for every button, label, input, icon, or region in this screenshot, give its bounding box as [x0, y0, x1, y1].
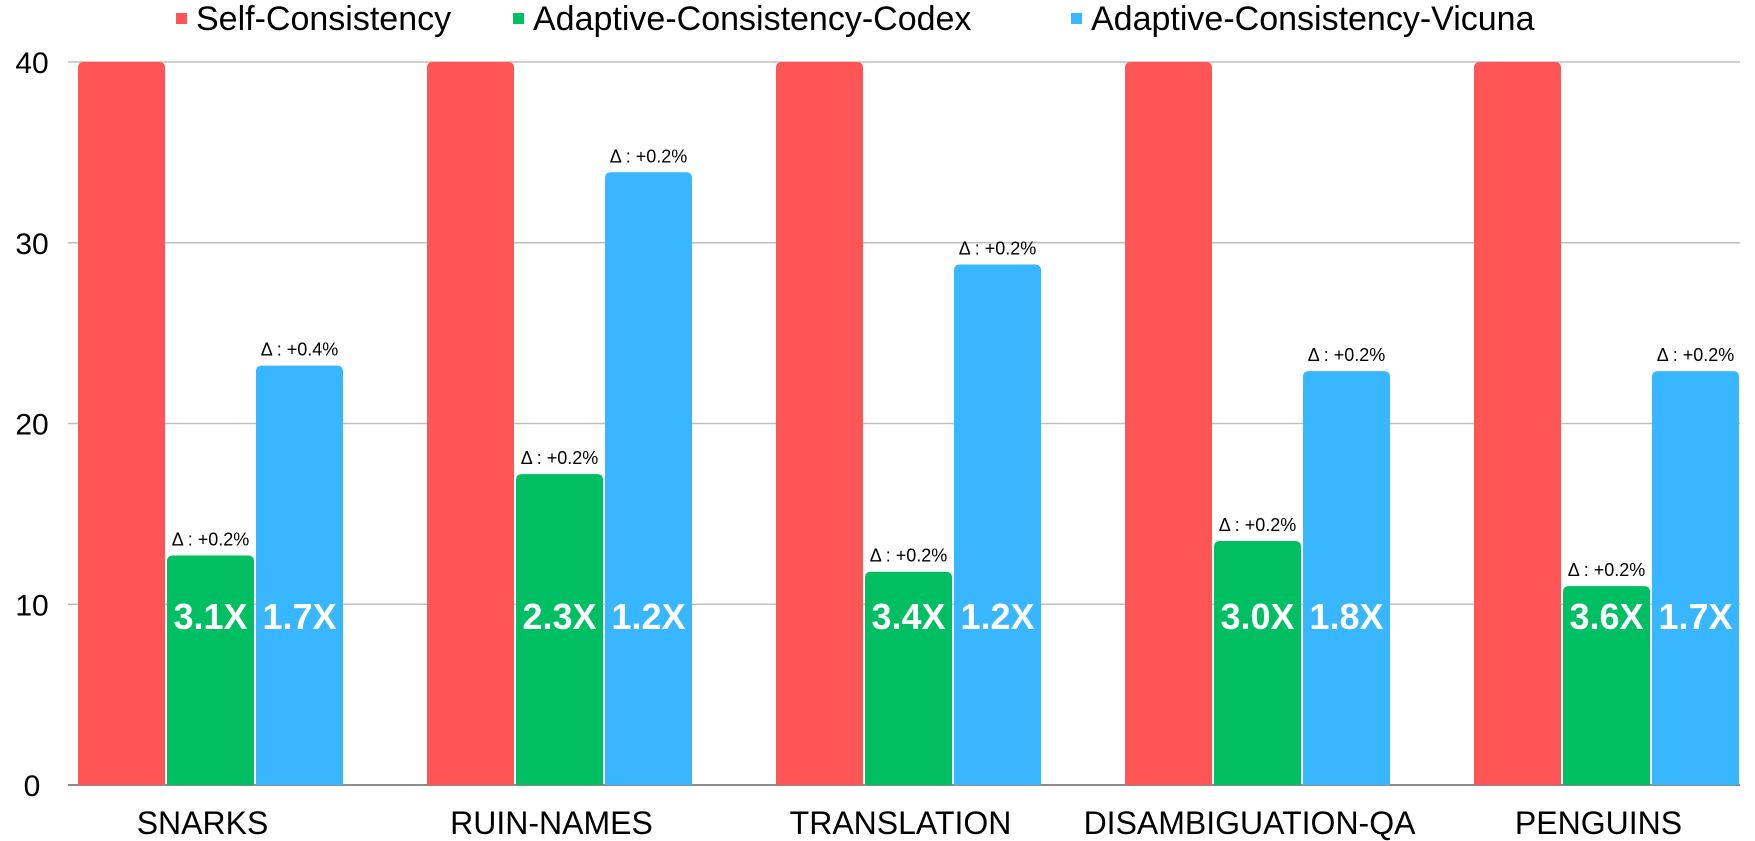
bar-labels: Δ : +0.2% 3.1X Δ : +0.4% 1.7X Δ : +0.2% 2.3X Δ… [172, 146, 1735, 637]
delta-label-vicuna-snarks: Δ : +0.4% [261, 340, 339, 360]
bar-adaptive-consistency-vicuna-ruin-names [605, 172, 692, 785]
bar-self-consistency-snarks [78, 62, 165, 785]
y-tick-label-0: 0 [24, 770, 41, 803]
delta-label-vicuna-ruin-names: Δ : +0.2% [610, 146, 688, 166]
legend-swatch-adaptive-consistency-vicuna [1071, 13, 1082, 24]
y-tick-label-10: 10 [15, 589, 48, 622]
legend-label-adaptive-consistency-vicuna: Adaptive-Consistency-Vicuna [1091, 0, 1535, 38]
delta-label-vicuna-penguins: Δ : +0.2% [1657, 345, 1735, 365]
legend: Self-Consistency Adaptive-Consistency-Cod… [176, 0, 1535, 38]
y-axis-ticks: 0 10 20 30 40 [15, 47, 48, 803]
bar-adaptive-consistency-codex-translation [865, 571, 952, 785]
legend-label-self-consistency: Self-Consistency [196, 0, 451, 38]
speedup-label-codex-translation: 3.4X [871, 596, 945, 637]
legend-swatch-self-consistency [176, 13, 187, 24]
bar-self-consistency-ruin-names [427, 62, 514, 785]
delta-label-vicuna-disambiguation-qa: Δ : +0.2% [1308, 345, 1386, 365]
y-tick-label-30: 30 [15, 228, 48, 261]
delta-label-codex-ruin-names: Δ : +0.2% [521, 448, 599, 468]
bar-self-consistency-translation [776, 62, 863, 785]
speedup-label-codex-ruin-names: 2.3X [522, 596, 596, 637]
delta-label-codex-translation: Δ : +0.2% [870, 546, 948, 566]
delta-label-vicuna-translation: Δ : +0.2% [959, 238, 1037, 258]
bar-adaptive-consistency-codex-ruin-names [516, 474, 603, 785]
bars [78, 62, 1739, 785]
bar-adaptive-consistency-codex-penguins [1563, 586, 1650, 785]
delta-label-codex-snarks: Δ : +0.2% [172, 529, 250, 549]
bar-adaptive-consistency-vicuna-disambiguation-qa [1303, 371, 1390, 785]
speedup-label-vicuna-translation: 1.2X [960, 596, 1034, 637]
speedup-label-vicuna-disambiguation-qa: 1.8X [1309, 596, 1383, 637]
x-category-label-ruin-names: RUIN-NAMES [450, 805, 653, 841]
y-tick-label-20: 20 [15, 409, 48, 442]
bar-adaptive-consistency-vicuna-translation [954, 264, 1041, 785]
speedup-label-vicuna-ruin-names: 1.2X [611, 596, 685, 637]
bar-adaptive-consistency-vicuna-penguins [1652, 371, 1739, 785]
x-category-label-penguins: PENGUINS [1515, 805, 1682, 841]
speedup-label-vicuna-snarks: 1.7X [262, 596, 336, 637]
speedup-label-vicuna-penguins: 1.7X [1658, 596, 1732, 637]
bar-self-consistency-penguins [1474, 62, 1561, 785]
speedup-label-codex-disambiguation-qa: 3.0X [1220, 596, 1294, 637]
x-axis-categories: SNARKS RUIN-NAMES TRANSLATION DISAMBIGUATIO… [137, 805, 1682, 841]
legend-swatch-adaptive-consistency-codex [513, 13, 524, 24]
x-category-label-translation: TRANSLATION [790, 805, 1012, 841]
x-category-label-snarks: SNARKS [137, 805, 269, 841]
delta-label-codex-penguins: Δ : +0.2% [1568, 560, 1646, 580]
bar-adaptive-consistency-codex-disambiguation-qa [1214, 540, 1301, 785]
speedup-label-codex-penguins: 3.6X [1569, 596, 1643, 637]
x-category-label-disambiguation-qa: DISAMBIGUATION-QA [1084, 805, 1417, 841]
bar-self-consistency-disambiguation-qa [1125, 62, 1212, 785]
legend-label-adaptive-consistency-codex: Adaptive-Consistency-Codex [533, 0, 971, 38]
delta-label-codex-disambiguation-qa: Δ : +0.2% [1219, 515, 1297, 535]
y-tick-label-40: 40 [15, 47, 48, 80]
speedup-label-codex-snarks: 3.1X [173, 596, 247, 637]
bar-adaptive-consistency-vicuna-snarks [256, 365, 343, 785]
bar-adaptive-consistency-codex-snarks [167, 555, 254, 785]
